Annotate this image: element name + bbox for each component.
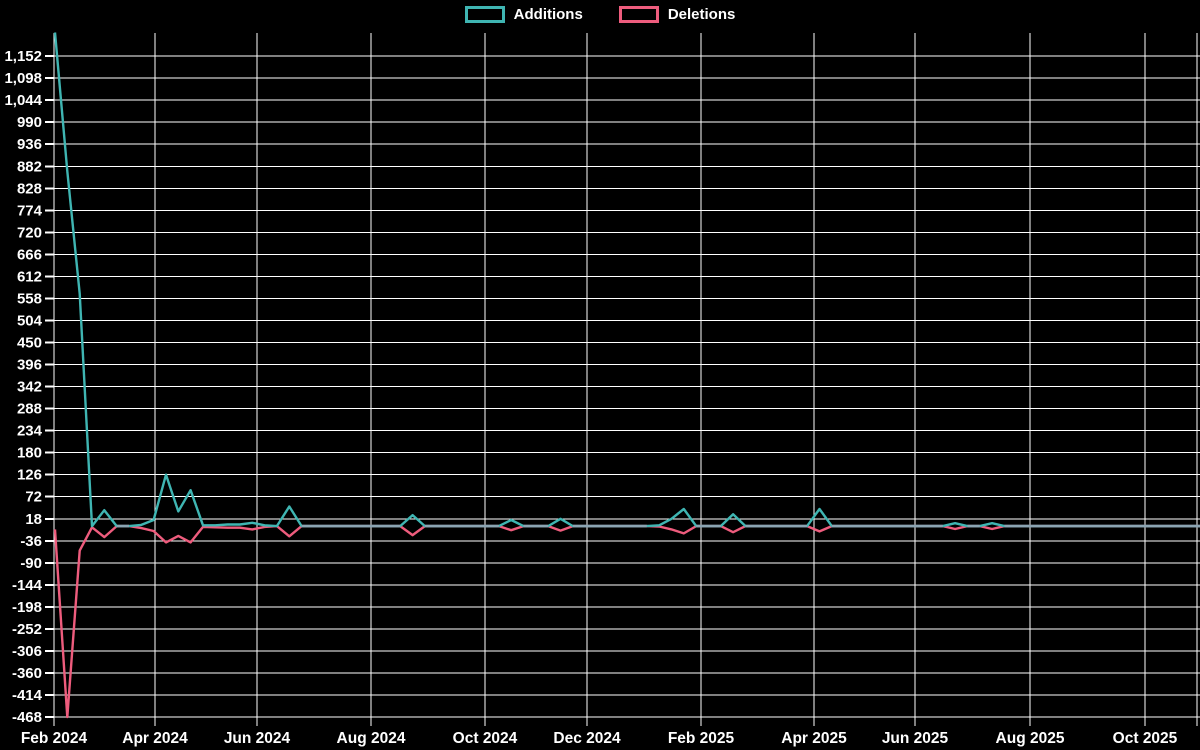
x-tick-label: Aug 2025 — [996, 730, 1065, 747]
x-tick-label: Apr 2024 — [122, 730, 188, 747]
x-tick-label: Feb 2025 — [668, 730, 735, 747]
x-tick-label: Oct 2024 — [453, 730, 518, 747]
y-tick-label: 234 — [17, 423, 43, 440]
y-tick-label: -468 — [12, 709, 42, 726]
y-tick-label: -36 — [20, 533, 42, 550]
y-tick-label: -144 — [12, 577, 43, 594]
y-tick-label: -306 — [12, 643, 42, 660]
y-tick-label: 720 — [17, 224, 42, 241]
y-axis-ticks — [45, 55, 54, 719]
y-tick-label: 1,098 — [4, 70, 42, 87]
y-tick-label: 18 — [25, 511, 42, 528]
y-tick-label: -198 — [12, 599, 42, 616]
legend-item-deletions: Deletions — [618, 6, 736, 23]
y-tick-label: 882 — [17, 158, 42, 175]
legend-item-additions: Additions — [464, 6, 583, 23]
x-axis-tick-labels: Feb 2024 Apr 2024 Jun 2024 Aug 2024 Oct 2024… — [21, 730, 1178, 747]
y-tick-label: 1,152 — [4, 48, 42, 65]
additions-line — [53, 32, 1200, 528]
y-tick-label: 558 — [17, 290, 42, 307]
x-tick-label: Aug 2024 — [337, 730, 406, 747]
y-tick-label: -414 — [12, 687, 43, 704]
x-tick-label: Jun 2025 — [882, 730, 949, 747]
y-tick-label: 342 — [17, 379, 42, 396]
deletions-swatch-icon — [618, 6, 659, 23]
x-tick-label: Oct 2025 — [1113, 730, 1178, 747]
y-tick-label: 288 — [17, 401, 42, 418]
y-tick-label: 1,044 — [4, 92, 42, 109]
y-tick-label: 936 — [17, 136, 42, 153]
y-tick-label: 828 — [17, 180, 42, 197]
y-tick-label: -252 — [12, 621, 42, 638]
y-tick-label: 126 — [17, 467, 42, 484]
y-tick-label: 504 — [17, 312, 43, 329]
x-tick-label: Dec 2024 — [553, 730, 621, 747]
x-tick-label: Apr 2025 — [781, 730, 847, 747]
y-tick-label: 990 — [17, 114, 42, 131]
y-tick-label: 396 — [17, 357, 42, 374]
horizontal-gridlines — [54, 55, 1200, 718]
y-tick-label: 72 — [25, 489, 42, 506]
y-tick-label: 180 — [17, 445, 42, 462]
x-tick-label: Jun 2024 — [224, 730, 291, 747]
additions-swatch-icon — [464, 6, 505, 23]
y-tick-label: -360 — [12, 665, 42, 682]
y-tick-label: 612 — [17, 268, 42, 285]
deletions-legend-label: Deletions — [667, 6, 736, 23]
y-axis-tick-labels: 1,152 1,098 1,044 990 936 882 828 774 720 666 612 5… — [4, 48, 42, 726]
chart-legend: Additions Deletions — [0, 6, 1200, 23]
vertical-gridlines — [53, 33, 1198, 726]
y-tick-label: 450 — [17, 335, 42, 352]
deletions-line — [53, 524, 1200, 719]
y-tick-label: -90 — [20, 555, 42, 572]
additions-legend-label: Additions — [513, 6, 583, 23]
x-tick-label: Feb 2024 — [21, 730, 88, 747]
y-tick-label: 666 — [17, 246, 42, 263]
y-tick-label: 774 — [17, 202, 43, 219]
